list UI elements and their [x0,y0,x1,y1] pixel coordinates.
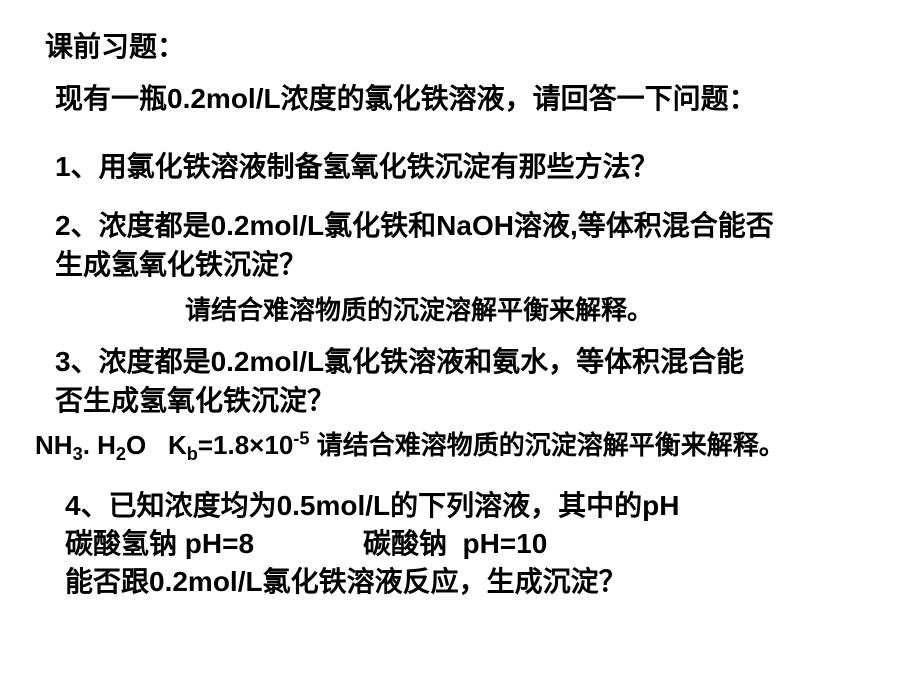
question-3: 3、浓度都是0.2mol/L氯化铁溶液和氨水，等体积混合能 否生成氢氧化铁沉淀？ [55,342,885,420]
explain-2: 请结合难溶物质的沉淀溶解平衡来解释。 [185,290,885,327]
formula-line: NH3. H2O Kb=1.8×10-5 请结合难溶物质的沉淀溶解平衡来解释。 [35,425,885,465]
question-1: 1、用氯化铁溶液制备氢氧化铁沉淀有那些方法？ [55,147,885,186]
intro-text: 现有一瓶0.2mol/L浓度的氯化铁溶液，请回答一下问题： [55,77,885,117]
q4-line3: 能否跟0.2mol/L氯化铁溶液反应，生成沉淀？ [65,566,627,597]
q3-line2: 否生成氢氧化铁沉淀？ [55,385,335,416]
pre-lesson-title: 课前习题： [45,25,885,65]
q4-line2: 碳酸氢钠 pH=8 碳酸钠 pH=10 [65,528,547,559]
question-4: 4、已知浓度均为0.5mol/L的下列溶液，其中的pH 碳酸氢钠 pH=8 碳酸… [65,487,885,600]
formula-explain: 请结合难溶物质的沉淀溶解平衡来解释。 [309,430,784,460]
nh3-formula: NH3. H2O [35,430,146,460]
question-2: 2、浓度都是0.2mol/L氯化铁和NaOH溶液,等体积混合能否 生成氢氧化铁沉… [55,206,885,284]
q3-line1: 3、浓度都是0.2mol/L氯化铁溶液和氨水，等体积混合能 [55,346,744,377]
q4-line1: 4、已知浓度均为0.5mol/L的下列溶液，其中的pH [65,490,679,521]
q2-line2: 生成氢氧化铁沉淀？ [55,249,307,280]
q2-line1: 2、浓度都是0.2mol/L氯化铁和NaOH溶液,等体积混合能否 [55,210,774,241]
kb-formula: Kb=1.8×10-5 [168,430,310,460]
